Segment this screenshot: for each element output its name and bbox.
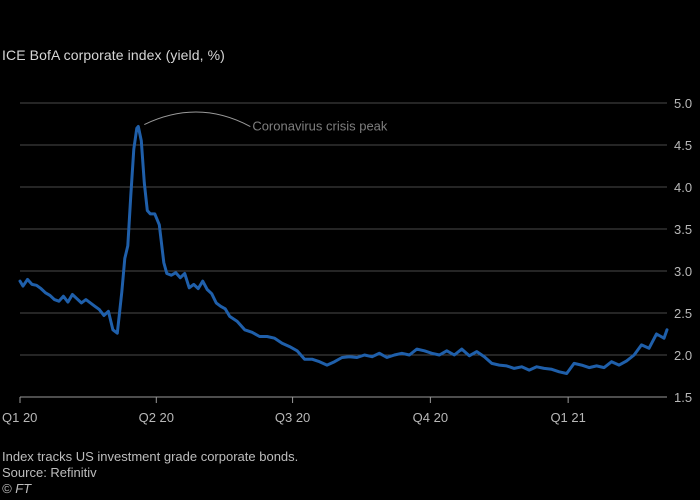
- y-tick-label: 1.5: [674, 390, 692, 405]
- x-axis-ticks: Q1 20 Q2 20 Q3 20 Q4 20 Q1 21: [2, 397, 586, 425]
- footnote: Index tracks US investment grade corpora…: [2, 449, 299, 464]
- chart-footer: Index tracks US investment grade corpora…: [2, 449, 298, 497]
- annotation-connector: [144, 111, 251, 127]
- y-tick-label: 2.0: [674, 348, 692, 363]
- series-layer: [18, 125, 669, 375]
- y-tick-label: 5.0: [674, 96, 692, 111]
- annotation: Coronavirus crisis peak: [144, 111, 388, 134]
- ft-credit: © FT: [2, 481, 32, 496]
- y-axis-ticks: 1.5 2.0 2.5 3.0 3.5 4.0 4.5 5.0: [674, 96, 692, 405]
- source-note: Source: Refinitiv: [2, 465, 97, 480]
- x-tick-label: Q3 20: [275, 410, 310, 425]
- y-tick-label: 2.5: [674, 306, 692, 321]
- y-tick-label: 3.0: [674, 264, 692, 279]
- gridlines: [20, 102, 667, 398]
- series-line: [18, 125, 669, 375]
- x-tick-label: Q1 20: [2, 410, 37, 425]
- y-tick-label: 4.0: [674, 180, 692, 195]
- x-tick-label: Q2 20: [139, 410, 174, 425]
- x-tick-label: Q1 21: [550, 410, 585, 425]
- annotation-label: Coronavirus crisis peak: [252, 119, 388, 134]
- line-chart: 1.5 2.0 2.5 3.0 3.5 4.0 4.5 5.0 Q1 20 Q2 20 Q3 20…: [2, 96, 692, 425]
- x-tick-label: Q4 20: [413, 410, 448, 425]
- chart-subtitle: ICE BofA corporate index (yield, %): [2, 47, 225, 63]
- y-tick-label: 4.5: [674, 138, 692, 153]
- y-tick-label: 3.5: [674, 222, 692, 237]
